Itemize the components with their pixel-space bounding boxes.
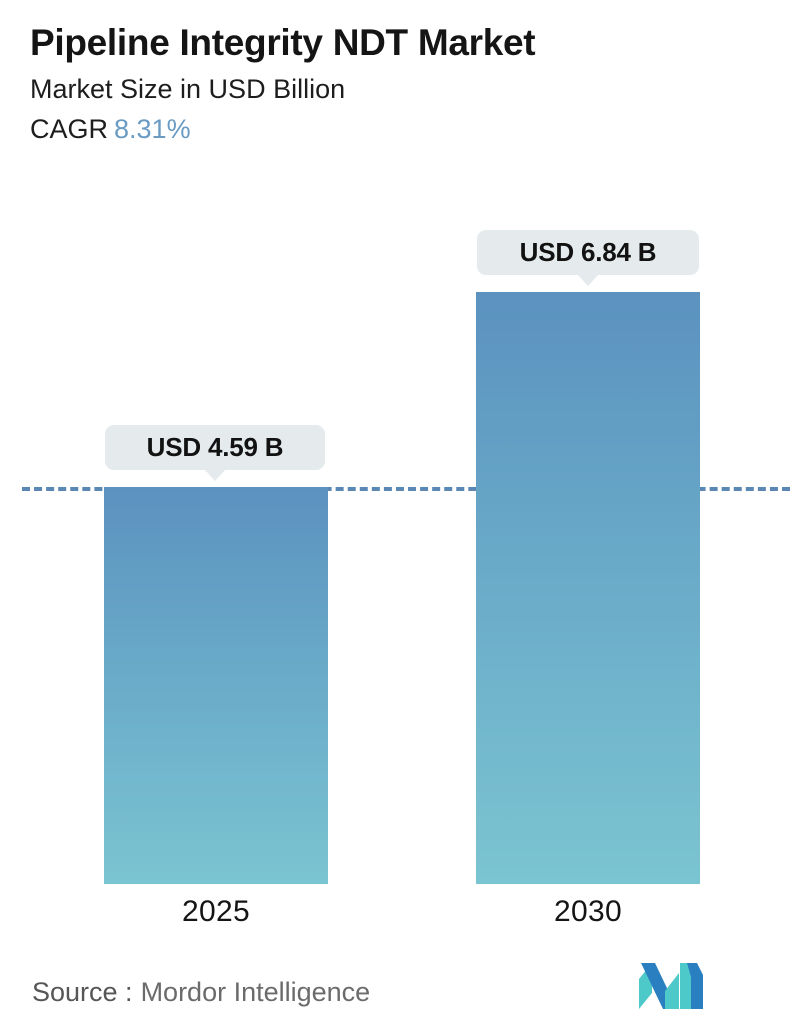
x-axis-label-2025: 2025 xyxy=(182,895,250,928)
chart-subtitle: Market Size in USD Billion xyxy=(30,74,346,105)
value-label-2025-text: USD 4.59 B xyxy=(146,432,284,462)
page-title: Pipeline Integrity NDT Market xyxy=(30,22,536,63)
cagr-value: 8.31% xyxy=(114,113,191,144)
bar-2030[interactable] xyxy=(476,292,700,884)
value-label-2025: USD 4.59 B xyxy=(105,425,325,481)
value-label-2030: USD 6.84 B xyxy=(477,230,699,286)
value-label-2030-text: USD 6.84 B xyxy=(519,237,657,267)
mordor-intelligence-logo-icon xyxy=(639,963,703,1009)
source-label: Source : xyxy=(32,977,133,1007)
tooltip-pointer-icon xyxy=(577,274,599,286)
tooltip-pointer-icon xyxy=(204,469,226,481)
reference-dashed-line xyxy=(22,487,790,491)
source-attribution: Source : Mordor Intelligence xyxy=(32,977,370,1008)
cagr-label: CAGR xyxy=(30,113,109,144)
x-axis-label-2030: 2030 xyxy=(554,895,622,928)
bar-2025[interactable] xyxy=(104,487,328,884)
cagr-row: CAGR 8.31% xyxy=(30,113,770,145)
source-name: Mordor Intelligence xyxy=(140,977,371,1007)
chart-header: Pipeline Integrity NDT Market Market Siz… xyxy=(30,22,770,145)
